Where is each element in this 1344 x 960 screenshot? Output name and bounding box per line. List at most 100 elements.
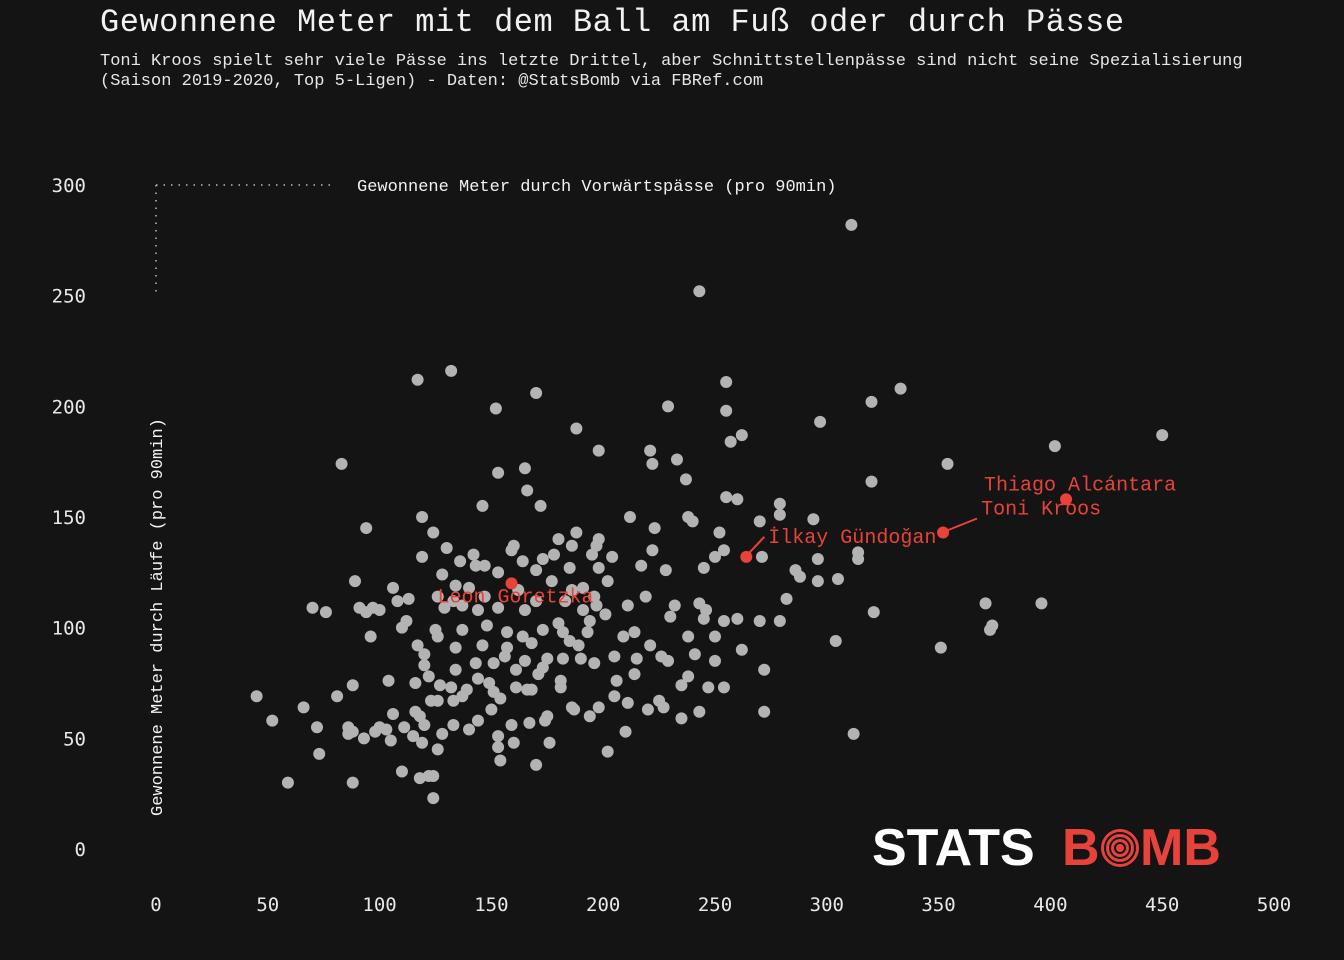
data-point bbox=[599, 608, 611, 620]
y-tick-label: 200 bbox=[52, 396, 86, 418]
data-point bbox=[396, 766, 408, 778]
x-tick-label: 100 bbox=[362, 894, 396, 916]
data-point bbox=[781, 593, 793, 605]
data-point bbox=[476, 500, 488, 512]
data-point bbox=[642, 704, 654, 716]
data-point bbox=[731, 493, 743, 505]
x-tick-label: 200 bbox=[586, 894, 620, 916]
data-point bbox=[470, 657, 482, 669]
data-point bbox=[664, 611, 676, 623]
data-point bbox=[720, 376, 732, 388]
data-point bbox=[640, 591, 652, 603]
data-point bbox=[774, 498, 786, 510]
data-point bbox=[331, 690, 343, 702]
data-point bbox=[432, 631, 444, 643]
data-point bbox=[687, 515, 699, 527]
data-point bbox=[539, 715, 551, 727]
data-point bbox=[588, 657, 600, 669]
data-point bbox=[622, 697, 634, 709]
data-point bbox=[546, 575, 558, 587]
data-point bbox=[866, 476, 878, 488]
data-point bbox=[848, 728, 860, 740]
x-tick-label: 150 bbox=[474, 894, 508, 916]
data-point bbox=[669, 600, 681, 612]
data-point bbox=[754, 515, 766, 527]
data-point bbox=[570, 422, 582, 434]
y-tick-label: 250 bbox=[52, 286, 86, 308]
data-point bbox=[416, 511, 428, 523]
data-point bbox=[611, 675, 623, 687]
data-point bbox=[709, 655, 721, 667]
data-point bbox=[812, 575, 824, 587]
data-point bbox=[662, 655, 674, 667]
data-point bbox=[349, 575, 361, 587]
highlight-label: İlkay Gündoğan bbox=[768, 527, 936, 550]
data-point bbox=[510, 664, 522, 676]
logo-text-mb: MB bbox=[1140, 819, 1221, 877]
data-point bbox=[644, 445, 656, 457]
data-point bbox=[606, 551, 618, 563]
data-point bbox=[868, 606, 880, 618]
data-point bbox=[635, 560, 647, 572]
data-point bbox=[387, 582, 399, 594]
x-tick-label: 500 bbox=[1257, 894, 1291, 916]
data-point bbox=[432, 743, 444, 755]
x-tick-label: 450 bbox=[1145, 894, 1179, 916]
data-point bbox=[396, 622, 408, 634]
data-point bbox=[418, 659, 430, 671]
data-point bbox=[617, 631, 629, 643]
data-point bbox=[830, 635, 842, 647]
data-point bbox=[1035, 597, 1047, 609]
data-point bbox=[555, 681, 567, 693]
data-point bbox=[564, 562, 576, 574]
data-point bbox=[445, 681, 457, 693]
data-point bbox=[450, 664, 462, 676]
data-point bbox=[530, 759, 542, 771]
data-point bbox=[416, 551, 428, 563]
data-point bbox=[646, 544, 658, 556]
data-point bbox=[311, 721, 323, 733]
data-point bbox=[942, 458, 954, 470]
data-point bbox=[450, 642, 462, 654]
data-point bbox=[794, 571, 806, 583]
data-point bbox=[1049, 440, 1061, 452]
data-point bbox=[470, 560, 482, 572]
data-point bbox=[423, 670, 435, 682]
data-point bbox=[537, 624, 549, 636]
data-point bbox=[582, 626, 594, 638]
data-point bbox=[774, 509, 786, 521]
data-point bbox=[436, 728, 448, 740]
data-point bbox=[492, 741, 504, 753]
data-point bbox=[403, 593, 415, 605]
data-point bbox=[425, 695, 437, 707]
data-point bbox=[387, 708, 399, 720]
data-point bbox=[481, 619, 493, 631]
data-point bbox=[320, 606, 332, 618]
data-point bbox=[658, 701, 670, 713]
data-point bbox=[526, 637, 538, 649]
data-point bbox=[812, 553, 824, 565]
data-point bbox=[434, 679, 446, 691]
data-point bbox=[584, 710, 596, 722]
data-point bbox=[365, 631, 377, 643]
data-point bbox=[624, 511, 636, 523]
data-point bbox=[660, 564, 672, 576]
data-point bbox=[698, 613, 710, 625]
data-point bbox=[369, 726, 381, 738]
data-point bbox=[758, 706, 770, 718]
data-point bbox=[342, 728, 354, 740]
data-point bbox=[537, 553, 549, 565]
data-point bbox=[427, 792, 439, 804]
y-tick-label: 300 bbox=[52, 175, 86, 197]
data-point bbox=[675, 679, 687, 691]
data-point bbox=[646, 458, 658, 470]
logo-target-icon bbox=[1101, 829, 1139, 867]
data-point bbox=[427, 526, 439, 538]
data-point bbox=[720, 491, 732, 503]
data-point bbox=[718, 615, 730, 627]
data-point bbox=[662, 400, 674, 412]
data-point bbox=[380, 723, 392, 735]
data-point bbox=[347, 679, 359, 691]
data-point bbox=[427, 770, 439, 782]
y-tick-label: 150 bbox=[52, 507, 86, 529]
